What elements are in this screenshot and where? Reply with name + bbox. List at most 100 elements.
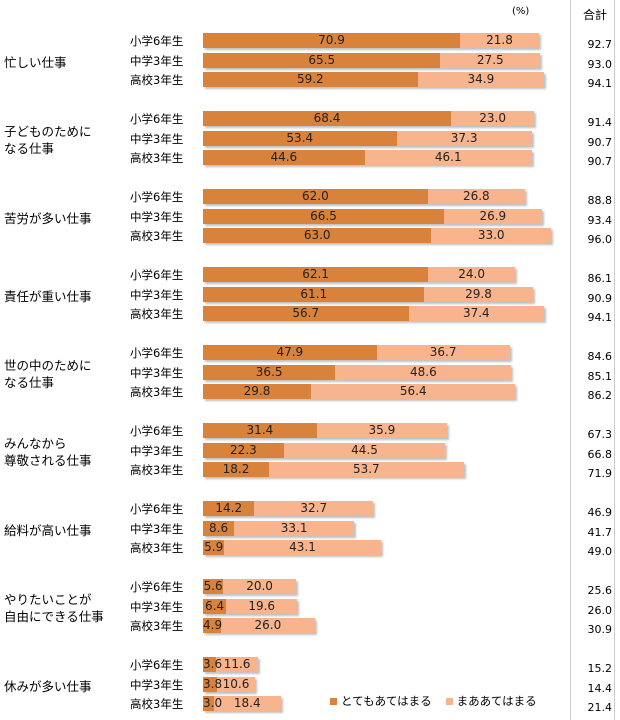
- category-label: 苦労が多い仕事: [4, 210, 92, 226]
- grade-label: 小学6年生: [130, 190, 184, 204]
- bar-very-true: [203, 228, 432, 243]
- bar-somewhat-true: [268, 462, 464, 477]
- bar-very-true: [203, 442, 284, 458]
- value-label-very-true: 3.0: [203, 696, 223, 710]
- value-label-very-true: 62.0: [302, 189, 329, 203]
- legend-swatch-1: [445, 697, 453, 705]
- total-value: 67.3: [587, 428, 613, 441]
- value-label-somewhat-true: 29.8: [465, 286, 492, 301]
- grade-label: 小学6年生: [130, 34, 184, 48]
- value-label-very-true: 18.2: [222, 462, 250, 476]
- total-value: 85.1: [587, 369, 613, 383]
- grade-label: 小学6年生: [130, 658, 184, 672]
- bar-very-true: [203, 696, 214, 711]
- category-label: 忙しい仕事: [4, 54, 67, 70]
- grade-label: 小学6年生: [130, 268, 184, 282]
- grade-label: 高校3年生: [130, 229, 184, 243]
- value-label-very-true: 36.5: [255, 364, 283, 379]
- total-value: 90.7: [587, 155, 613, 168]
- value-label-somewhat-true: 18.4: [233, 696, 261, 710]
- total-column-box: [570, 0, 615, 720]
- value-label-very-true: 44.6: [270, 150, 298, 164]
- grade-label: 高校3年生: [130, 151, 184, 165]
- value-label-somewhat-true: 43.1: [289, 540, 316, 554]
- total-value: 88.8: [587, 194, 613, 207]
- bar-very-true: [203, 423, 317, 438]
- category-label: 給料が高い仕事: [4, 522, 92, 538]
- total-value: 30.9: [587, 623, 613, 636]
- bar-very-true: [203, 657, 217, 672]
- bar-very-true: [203, 579, 224, 594]
- bar-very-true: [203, 384, 312, 399]
- value-label-very-true: 68.4: [313, 111, 341, 125]
- grade-label: 小学6年生: [130, 346, 184, 360]
- bar-very-true: [203, 540, 225, 555]
- bar-somewhat-true: [316, 423, 447, 438]
- value-label-somewhat-true: 26.8: [462, 189, 490, 203]
- value-label-somewhat-true: 24.0: [458, 267, 485, 281]
- category-label: やりたいことが 自由にできる仕事: [4, 592, 104, 624]
- value-label-very-true: 3.6: [203, 657, 223, 671]
- value-label-very-true: 65.5: [308, 52, 336, 67]
- category-label: 責任が重い仕事: [4, 288, 92, 304]
- value-label-somewhat-true: 34.9: [467, 72, 495, 86]
- value-label-somewhat-true: 26.9: [479, 208, 507, 223]
- value-label-somewhat-true: 26.0: [254, 618, 282, 632]
- bar-somewhat-true: [335, 364, 512, 380]
- value-label-very-true: 4.9: [203, 618, 223, 632]
- total-value: 26.0: [587, 603, 613, 617]
- bar-very-true: [203, 345, 377, 360]
- bar-very-true: [203, 676, 217, 692]
- bar-somewhat-true: [428, 267, 516, 282]
- value-label-somewhat-true: 21.8: [486, 33, 513, 47]
- value-label-very-true: 3.8: [203, 676, 223, 691]
- grade-label: 小学6年生: [130, 580, 184, 594]
- grade-label: 中学3年生: [130, 599, 184, 614]
- bar-very-true: [203, 52, 441, 68]
- bar-somewhat-true: [424, 286, 533, 302]
- total-value: 25.6: [587, 584, 613, 597]
- bar-somewhat-true: [220, 618, 315, 633]
- bar-somewhat-true: [234, 520, 355, 536]
- value-label-somewhat-true: 19.6: [248, 598, 276, 613]
- total-value: 49.0: [587, 545, 613, 558]
- bar-somewhat-true: [417, 72, 545, 87]
- bar-somewhat-true: [216, 676, 256, 692]
- bar-somewhat-true: [311, 384, 516, 399]
- total-header: 合計: [582, 8, 607, 22]
- value-label-very-true: 70.9: [318, 33, 345, 47]
- bar-very-true: [203, 306, 409, 321]
- value-label-somewhat-true: 11.6: [223, 657, 251, 671]
- grade-label: 中学3年生: [130, 677, 184, 692]
- grade-label: 高校3年生: [130, 697, 184, 711]
- grade-label: 高校3年生: [130, 73, 184, 87]
- value-label-very-true: 8.6: [209, 520, 229, 535]
- bar-very-true: [203, 286, 425, 302]
- total-value: 21.4: [587, 701, 613, 714]
- legend-label-1: まああてはまる: [456, 694, 537, 708]
- total-value: 91.4: [587, 116, 613, 129]
- bar-somewhat-true: [376, 345, 510, 360]
- bar-very-true: [203, 598, 227, 614]
- total-value: 92.7: [587, 38, 613, 51]
- grade-label: 高校3年生: [130, 619, 184, 633]
- value-label-very-true: 14.2: [215, 501, 243, 515]
- total-value: 71.9: [587, 467, 613, 480]
- grade-label: 中学3年生: [130, 53, 184, 68]
- category-label: 子どものために なる仕事: [4, 124, 92, 156]
- bar-very-true: [203, 130, 397, 146]
- total-value: 41.7: [587, 525, 613, 539]
- value-label-very-true: 53.4: [286, 130, 314, 145]
- bar-somewhat-true: [216, 657, 259, 672]
- value-label-very-true: 59.2: [296, 72, 324, 86]
- legend-label-0: とてもあてはまる: [341, 694, 432, 708]
- value-label-very-true: 22.3: [230, 442, 257, 457]
- grade-label: 小学6年生: [130, 502, 184, 516]
- legend-swatch-0: [330, 697, 337, 705]
- category-label: 休みが多い仕事: [4, 678, 92, 694]
- bar-very-true: [203, 618, 221, 633]
- bar-somewhat-true: [224, 540, 381, 555]
- bar-somewhat-true: [440, 52, 541, 68]
- total-value: 93.4: [587, 213, 613, 227]
